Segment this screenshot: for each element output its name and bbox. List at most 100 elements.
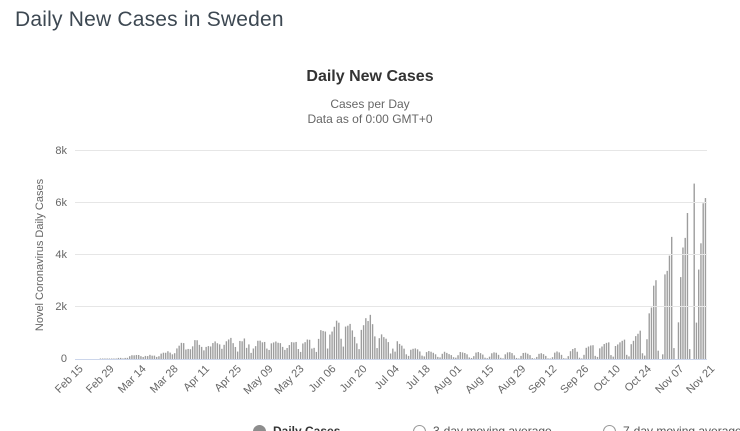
x-axis-label: Jul 18	[403, 363, 434, 393]
bar	[185, 349, 187, 359]
radio-unselected-icon[interactable]	[413, 424, 426, 431]
bar	[590, 345, 592, 359]
radio-7day-average[interactable]: 7-day moving average	[603, 424, 740, 431]
bar	[389, 353, 392, 359]
bar	[387, 342, 390, 359]
radio-3day-average-label[interactable]: 3-day moving average	[433, 424, 552, 431]
bar	[520, 355, 522, 359]
bar	[470, 357, 473, 359]
bar	[524, 352, 527, 359]
x-axis-label: Jul 04	[372, 363, 402, 393]
bar	[268, 349, 270, 359]
bar	[196, 340, 198, 359]
bar	[225, 341, 228, 359]
bar	[227, 339, 230, 359]
bar	[664, 274, 666, 359]
x-axis-label: May 09	[241, 363, 276, 397]
bar	[461, 352, 464, 359]
bar	[437, 356, 439, 359]
bar	[414, 348, 417, 359]
bar	[538, 353, 540, 359]
bar	[405, 354, 408, 359]
bar	[504, 354, 506, 359]
bar	[635, 336, 637, 359]
bar	[704, 198, 707, 359]
bar	[171, 354, 174, 359]
bar	[212, 343, 214, 359]
radio-daily-cases-label[interactable]: Daily Cases	[273, 424, 341, 431]
bar	[560, 354, 563, 359]
bar	[110, 358, 113, 359]
bar	[281, 346, 284, 359]
bar	[682, 247, 684, 359]
bar	[466, 354, 468, 359]
bar	[115, 358, 117, 359]
bar	[342, 346, 345, 359]
bar	[666, 270, 668, 359]
bar	[527, 353, 529, 359]
bar	[308, 339, 311, 359]
bar	[252, 348, 255, 359]
bar	[356, 343, 358, 359]
bar	[583, 354, 585, 359]
radio-3day-average[interactable]: 3-day moving average	[413, 424, 552, 431]
bar	[367, 321, 369, 359]
bar	[540, 353, 542, 359]
bar	[623, 339, 626, 359]
bar	[218, 344, 221, 359]
bar	[380, 334, 383, 359]
bar	[358, 349, 360, 359]
bar	[545, 355, 547, 359]
x-axis-label: Feb 15	[52, 363, 86, 396]
x-axis-line	[75, 359, 707, 360]
bar	[290, 342, 293, 359]
bar	[558, 352, 560, 359]
bar	[695, 322, 698, 359]
bar	[158, 356, 160, 359]
bar	[529, 355, 531, 359]
radio-daily-cases[interactable]: Daily Cases	[253, 424, 340, 431]
bar	[416, 349, 419, 359]
bar	[511, 353, 513, 359]
gridline	[75, 306, 707, 307]
bar	[180, 342, 183, 359]
bar	[335, 320, 338, 359]
bar	[160, 353, 162, 359]
bar	[479, 353, 482, 359]
bar	[419, 351, 421, 359]
bar	[569, 351, 572, 359]
bar	[117, 357, 120, 359]
bar	[362, 325, 365, 359]
radio-7day-average-label[interactable]: 7-day moving average	[623, 424, 740, 431]
bar	[495, 352, 497, 359]
chart-view-options: Daily Cases 3-day moving average 7-day m…	[0, 424, 740, 431]
bar	[603, 344, 605, 359]
y-axis-label: 8k	[55, 145, 67, 157]
x-axis-label: May 23	[272, 363, 307, 397]
bar	[506, 352, 509, 359]
bar	[398, 343, 401, 359]
bar	[169, 352, 171, 359]
bar	[632, 340, 635, 359]
bar	[473, 356, 475, 359]
bar	[477, 352, 479, 359]
bar	[425, 352, 428, 359]
bar	[221, 348, 223, 359]
chart-subtitle-cases-per-day: Cases per Day	[330, 97, 410, 111]
bar	[605, 342, 608, 359]
bar	[581, 358, 583, 359]
bar	[108, 358, 111, 359]
bar	[261, 342, 264, 359]
bar	[284, 349, 286, 359]
bar	[639, 330, 641, 359]
bar	[401, 345, 403, 359]
radio-unselected-icon[interactable]	[603, 424, 616, 431]
bar	[662, 354, 664, 359]
radio-selected-icon[interactable]	[253, 424, 266, 431]
x-axis-label: Mar 14	[115, 363, 149, 396]
bar	[491, 353, 493, 359]
bar	[340, 338, 342, 359]
bar	[468, 357, 470, 359]
bar	[551, 357, 554, 359]
bar	[151, 355, 153, 359]
